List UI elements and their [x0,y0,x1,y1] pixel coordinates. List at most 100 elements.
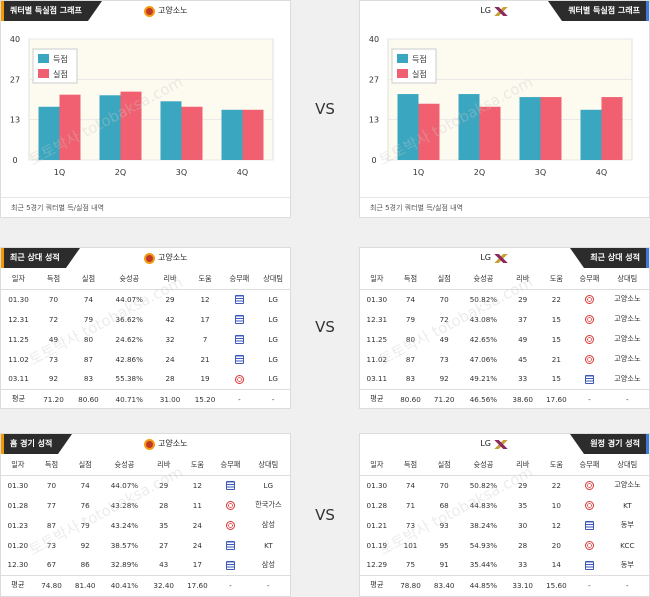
table-cell: 01.28 [7,500,29,510]
y-tick-label: 40 [369,35,379,44]
table-cell: 20 [551,540,561,550]
table-cell: 11.25 [8,334,29,344]
table-cell: 42.86% [115,354,143,364]
table-row: 12.30 67 86 32.89% 43 17 삼성 [1,555,290,575]
table-cell: 42 [165,314,175,324]
table-cell: 12 [551,520,561,530]
table-cell: 44.83% [469,500,498,510]
table-cell: 32.40 [146,574,181,595]
table-cell: 83.40 [427,574,462,595]
team-label: LG [480,248,508,268]
table-cell: 17.60 [180,574,215,595]
panel-header: 최근 상대 성적 [570,248,649,268]
table-cell: 01.30 [366,480,388,490]
average-row: 평균 74.80 81.40 40.41% 32.40 17.60- - [1,574,290,595]
table-cell: 71.20 [35,388,71,409]
chart-footnote: 최근 5경기 쿼터별 득/실점 내역 [360,197,649,217]
table-cell: 11 [192,500,202,510]
table-row: 01.28 71 68 44.83% 35 10 KT [360,495,649,515]
column-header: 일자 [360,269,394,290]
table-cell: 동부 [620,559,634,569]
panel-header: 쿼터별 득실점 그래프 [1,1,102,21]
legend-label: 실점 [53,69,68,79]
table-cell: 17.60 [539,388,574,409]
loss-badge-icon [225,540,235,550]
table-cell: 11.02 [366,354,388,364]
table-cell: 79 [83,314,94,324]
table-cell: 79 [80,520,90,530]
result-badge [214,515,246,535]
lg-logo-icon [494,253,508,263]
loss-badge-icon [584,520,594,530]
y-tick-label: 40 [10,35,20,44]
table-row: 01.21 73 93 38.24% 30 12 동부 [360,515,649,535]
table-cell: 92 [439,374,449,384]
win-badge-icon [584,481,594,490]
table-cell: 15.20 [187,388,223,409]
result-badge [223,369,257,389]
loss-badge-icon [584,560,594,570]
table-cell: 35 [518,500,528,510]
score-bar [519,97,541,160]
table-cell: 92 [80,540,90,550]
table-cell: 44.85% [461,574,506,595]
table-cell: 15 [551,334,561,344]
table-cell: 평균 [360,388,394,409]
table-cell: 01.19 [366,540,388,550]
result-badge [573,309,605,329]
result-badge [214,495,246,515]
table-row: 12.31 79 72 43.08% 37 15 고양소노 [360,309,649,329]
table-cell: - [573,388,606,409]
table-cell: 83 [405,374,416,384]
result-badge [573,369,605,389]
table-cell: 43.24% [110,520,139,530]
column-header: 승무패 [573,269,606,290]
table-cell: 45 [518,354,528,364]
table-cell: 12.30 [7,560,29,570]
table-cell: 70 [439,480,449,490]
recent-vs-table-away: 최근 상대 성적 LG 일자 득점 실점 슛성공 리바 도움 승무패 상대팀 01.30 74 70 50… [359,247,650,409]
table-cell: 21 [200,354,210,364]
table-cell: 70 [46,480,57,490]
table-cell: 38.24% [469,520,498,530]
column-header: 슛성공 [461,455,506,476]
table-cell: 27 [159,540,169,550]
table-cell: 74 [80,480,90,490]
table-cell: 01.20 [7,540,29,550]
win-badge-icon [584,314,594,324]
score-bar [458,94,480,160]
win-badge-icon [225,520,235,530]
table-cell: 고양소노 [614,314,641,323]
loss-badge-icon [584,374,594,384]
table-cell: 71 [405,500,416,510]
table-cell: 12.31 [8,314,29,324]
table-cell: 35.44% [469,560,498,570]
y-tick-label: 0 [371,156,376,165]
allowed-bar [120,91,142,160]
table-cell: 11.25 [366,334,388,344]
table-cell: 86 [80,560,90,570]
table-cell: 01.28 [366,500,388,510]
allowed-bar [181,106,203,160]
table-cell: 68 [439,500,449,510]
table-cell: KT [623,500,632,510]
table-cell: 47.06% [469,354,498,364]
table-cell: 22 [551,480,561,490]
table-row: 01.30 74 70 50.82% 29 22 고양소노 [360,289,649,309]
vs-label: VS [315,318,335,336]
legend-swatch [397,69,408,78]
table-cell: 17 [192,560,202,570]
table-cell: 15 [551,314,561,324]
table-cell: 72 [439,314,449,324]
allowed-bar [601,97,623,160]
lg-logo-icon [494,6,508,16]
average-row: 평균 80.60 71.20 46.56% 38.60 17.60- - [360,388,649,409]
table-row: 03.11 92 83 55.38% 28 19 LG [1,369,290,389]
table-cell: 29 [518,480,528,490]
column-header: 일자 [1,269,36,290]
table-cell: 28 [159,500,169,510]
average-row: 평균 71.20 80.60 40.71% 31.00 15.20- - [1,388,290,409]
table-cell: 93 [439,520,449,530]
y-tick-label: 13 [10,116,20,125]
result-badge [223,289,257,309]
